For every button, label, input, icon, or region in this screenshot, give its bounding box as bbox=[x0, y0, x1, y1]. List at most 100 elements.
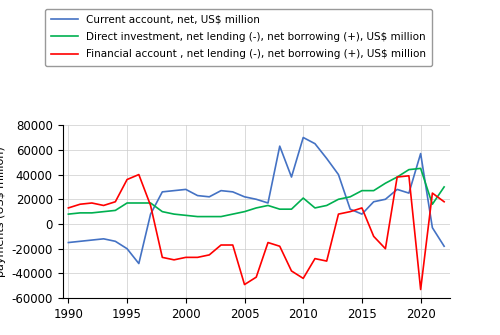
Current account, net, US$ million bbox=[218, 189, 224, 193]
Current account, net, US$ million bbox=[370, 200, 376, 204]
Direct investment, net lending (-), net borrowing (+), US$ million bbox=[359, 189, 365, 193]
Current account, net, US$ million bbox=[406, 191, 412, 195]
Current account, net, US$ million bbox=[441, 244, 447, 248]
Direct investment, net lending (-), net borrowing (+), US$ million bbox=[112, 208, 118, 212]
Current account, net, US$ million bbox=[312, 142, 318, 146]
Financial account , net lending (-), net borrowing (+), US$ million bbox=[300, 276, 306, 280]
Current account, net, US$ million bbox=[347, 207, 353, 211]
Current account, net, US$ million bbox=[430, 226, 436, 230]
Direct investment, net lending (-), net borrowing (+), US$ million bbox=[370, 189, 376, 193]
Direct investment, net lending (-), net borrowing (+), US$ million bbox=[347, 195, 353, 199]
Direct investment, net lending (-), net borrowing (+), US$ million bbox=[148, 201, 154, 205]
Financial account , net lending (-), net borrowing (+), US$ million bbox=[124, 178, 130, 182]
Current account, net, US$ million bbox=[148, 212, 154, 216]
Direct investment, net lending (-), net borrowing (+), US$ million bbox=[382, 181, 388, 185]
Financial account , net lending (-), net borrowing (+), US$ million bbox=[136, 173, 142, 177]
Financial account , net lending (-), net borrowing (+), US$ million bbox=[77, 202, 83, 206]
Direct investment, net lending (-), net borrowing (+), US$ million bbox=[253, 206, 259, 210]
Financial account , net lending (-), net borrowing (+), US$ million bbox=[276, 244, 282, 248]
Legend: Current account, net, US$ million, Direct investment, net lending (-), net borro: Current account, net, US$ million, Direc… bbox=[45, 9, 432, 66]
Current account, net, US$ million bbox=[112, 239, 118, 243]
Current account, net, US$ million bbox=[171, 189, 177, 193]
Direct investment, net lending (-), net borrowing (+), US$ million bbox=[124, 201, 130, 205]
Current account, net, US$ million bbox=[89, 238, 95, 242]
Current account, net, US$ million bbox=[124, 247, 130, 251]
Direct investment, net lending (-), net borrowing (+), US$ million bbox=[324, 203, 330, 207]
Direct investment, net lending (-), net borrowing (+), US$ million bbox=[194, 215, 200, 219]
Current account, net, US$ million bbox=[288, 175, 294, 179]
Line: Financial account , net lending (-), net borrowing (+), US$ million: Financial account , net lending (-), net… bbox=[68, 175, 444, 289]
Financial account , net lending (-), net borrowing (+), US$ million bbox=[89, 201, 95, 205]
Direct investment, net lending (-), net borrowing (+), US$ million bbox=[312, 206, 318, 210]
Current account, net, US$ million bbox=[382, 197, 388, 201]
Direct investment, net lending (-), net borrowing (+), US$ million bbox=[89, 211, 95, 215]
Financial account , net lending (-), net borrowing (+), US$ million bbox=[253, 275, 259, 279]
Direct investment, net lending (-), net borrowing (+), US$ million bbox=[406, 168, 412, 172]
Direct investment, net lending (-), net borrowing (+), US$ million bbox=[265, 203, 271, 207]
Direct investment, net lending (-), net borrowing (+), US$ million bbox=[230, 212, 236, 216]
Direct investment, net lending (-), net borrowing (+), US$ million bbox=[171, 212, 177, 216]
Financial account , net lending (-), net borrowing (+), US$ million bbox=[406, 174, 412, 178]
Direct investment, net lending (-), net borrowing (+), US$ million bbox=[206, 215, 212, 219]
Current account, net, US$ million bbox=[100, 237, 106, 241]
Financial account , net lending (-), net borrowing (+), US$ million bbox=[66, 206, 71, 210]
Direct investment, net lending (-), net borrowing (+), US$ million bbox=[100, 210, 106, 214]
Financial account , net lending (-), net borrowing (+), US$ million bbox=[230, 243, 236, 247]
Direct investment, net lending (-), net borrowing (+), US$ million bbox=[441, 185, 447, 189]
Current account, net, US$ million bbox=[66, 241, 71, 245]
Financial account , net lending (-), net borrowing (+), US$ million bbox=[418, 287, 424, 291]
Direct investment, net lending (-), net borrowing (+), US$ million bbox=[218, 215, 224, 219]
Financial account , net lending (-), net borrowing (+), US$ million bbox=[382, 247, 388, 251]
Line: Direct investment, net lending (-), net borrowing (+), US$ million: Direct investment, net lending (-), net … bbox=[68, 169, 444, 217]
Current account, net, US$ million bbox=[324, 156, 330, 160]
Financial account , net lending (-), net borrowing (+), US$ million bbox=[100, 203, 106, 207]
Direct investment, net lending (-), net borrowing (+), US$ million bbox=[183, 213, 189, 217]
Financial account , net lending (-), net borrowing (+), US$ million bbox=[288, 269, 294, 273]
Line: Current account, net, US$ million: Current account, net, US$ million bbox=[68, 137, 444, 264]
Financial account , net lending (-), net borrowing (+), US$ million bbox=[359, 206, 365, 210]
Financial account , net lending (-), net borrowing (+), US$ million bbox=[347, 210, 353, 214]
Financial account , net lending (-), net borrowing (+), US$ million bbox=[218, 243, 224, 247]
Financial account , net lending (-), net borrowing (+), US$ million bbox=[194, 255, 200, 259]
Financial account , net lending (-), net borrowing (+), US$ million bbox=[206, 253, 212, 257]
Current account, net, US$ million bbox=[276, 144, 282, 148]
Current account, net, US$ million bbox=[336, 173, 342, 177]
Direct investment, net lending (-), net borrowing (+), US$ million bbox=[394, 175, 400, 179]
Financial account , net lending (-), net borrowing (+), US$ million bbox=[441, 200, 447, 204]
Current account, net, US$ million bbox=[194, 194, 200, 198]
Financial account , net lending (-), net borrowing (+), US$ million bbox=[370, 234, 376, 239]
Direct investment, net lending (-), net borrowing (+), US$ million bbox=[276, 207, 282, 211]
Current account, net, US$ million bbox=[242, 195, 248, 199]
Current account, net, US$ million bbox=[300, 135, 306, 139]
Financial account , net lending (-), net borrowing (+), US$ million bbox=[430, 191, 436, 195]
Direct investment, net lending (-), net borrowing (+), US$ million bbox=[77, 211, 83, 215]
Financial account , net lending (-), net borrowing (+), US$ million bbox=[336, 212, 342, 216]
Financial account , net lending (-), net borrowing (+), US$ million bbox=[265, 241, 271, 245]
Current account, net, US$ million bbox=[230, 190, 236, 194]
Direct investment, net lending (-), net borrowing (+), US$ million bbox=[418, 166, 424, 171]
Direct investment, net lending (-), net borrowing (+), US$ million bbox=[288, 207, 294, 211]
Direct investment, net lending (-), net borrowing (+), US$ million bbox=[430, 202, 436, 206]
Financial account , net lending (-), net borrowing (+), US$ million bbox=[112, 200, 118, 204]
Current account, net, US$ million bbox=[206, 195, 212, 199]
Financial account , net lending (-), net borrowing (+), US$ million bbox=[160, 255, 166, 259]
Financial account , net lending (-), net borrowing (+), US$ million bbox=[242, 282, 248, 286]
Current account, net, US$ million bbox=[136, 262, 142, 266]
Current account, net, US$ million bbox=[183, 187, 189, 191]
Current account, net, US$ million bbox=[77, 239, 83, 243]
Direct investment, net lending (-), net borrowing (+), US$ million bbox=[242, 210, 248, 214]
Direct investment, net lending (-), net borrowing (+), US$ million bbox=[66, 212, 71, 216]
Financial account , net lending (-), net borrowing (+), US$ million bbox=[183, 255, 189, 259]
Y-axis label: Current and financial balance of
payments (US$ million): Current and financial balance of payment… bbox=[0, 122, 6, 301]
Financial account , net lending (-), net borrowing (+), US$ million bbox=[394, 175, 400, 179]
Financial account , net lending (-), net borrowing (+), US$ million bbox=[312, 257, 318, 261]
Financial account , net lending (-), net borrowing (+), US$ million bbox=[324, 259, 330, 263]
Direct investment, net lending (-), net borrowing (+), US$ million bbox=[336, 197, 342, 201]
Current account, net, US$ million bbox=[265, 201, 271, 205]
Current account, net, US$ million bbox=[160, 190, 166, 194]
Direct investment, net lending (-), net borrowing (+), US$ million bbox=[136, 201, 142, 205]
Current account, net, US$ million bbox=[253, 197, 259, 201]
Financial account , net lending (-), net borrowing (+), US$ million bbox=[148, 203, 154, 207]
Direct investment, net lending (-), net borrowing (+), US$ million bbox=[160, 210, 166, 214]
Current account, net, US$ million bbox=[418, 151, 424, 155]
